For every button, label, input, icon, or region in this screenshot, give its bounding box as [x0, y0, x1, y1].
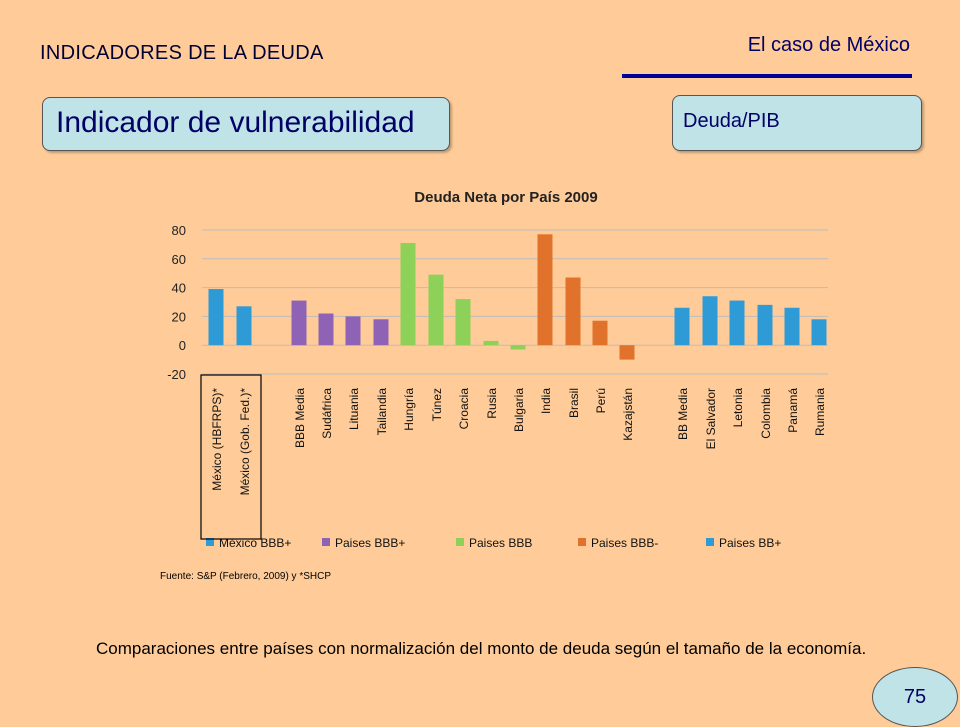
- x-tick-label: Kazajstán: [621, 388, 635, 441]
- chart-bars: [208, 234, 827, 360]
- legend-label: Paises BBB: [469, 536, 532, 550]
- bar: [592, 320, 608, 346]
- ratio-label: Deuda/PIB: [683, 110, 780, 132]
- mexico-highlight-box: [200, 374, 262, 540]
- indicator-label: Indicador de vulnerabilidad: [56, 106, 415, 139]
- legend-label: Paises BBB-: [591, 536, 658, 550]
- bar: [455, 299, 471, 346]
- source-note: Fuente: S&P (Febrero, 2009) y *SHCP: [160, 571, 332, 582]
- legend-swatch: [206, 538, 214, 546]
- x-tick-label: India: [539, 388, 553, 414]
- x-tick-label: BB Media: [676, 388, 690, 440]
- bar: [619, 345, 635, 360]
- header-title: INDICADORES DE LA DEUDA: [40, 42, 324, 64]
- x-tick-label: Panamá: [786, 388, 800, 433]
- x-tick-label: Sudáfrica: [320, 388, 334, 439]
- y-axis-ticks: 80 60 40 20 0 -20: [167, 223, 186, 382]
- legend-label: Paises BBB+: [335, 536, 405, 550]
- bar: [483, 340, 499, 346]
- bar: [674, 307, 690, 346]
- legend-swatch: [456, 538, 464, 546]
- header-case: El caso de México: [747, 34, 910, 56]
- debt-chart: 80 60 40 20 0 -20 México (HBFRPS)* México (Gob…: [167, 189, 828, 550]
- x-tick-label: Túnez: [430, 388, 444, 421]
- bar: [811, 319, 827, 346]
- x-tick-label: Colombia: [759, 388, 773, 439]
- y-tick-label: 40: [172, 281, 186, 296]
- y-tick-label: 60: [172, 252, 186, 267]
- legend-label: México BBB+: [219, 536, 291, 550]
- header-rule: [622, 74, 912, 78]
- x-tick-label: Brasil: [567, 388, 581, 418]
- x-tick-label: El Salvador: [704, 388, 718, 449]
- legend-swatch: [706, 538, 714, 546]
- x-tick-label: México (Gob. Fed.)*: [238, 388, 252, 496]
- x-tick-label: Lituania: [347, 388, 361, 430]
- x-tick-label: Rumania: [813, 388, 827, 436]
- bar: [345, 316, 361, 346]
- bar: [510, 345, 526, 350]
- y-tick-label: 80: [172, 223, 186, 238]
- legend-swatch: [322, 538, 330, 546]
- legend-swatch: [578, 538, 586, 546]
- page-number: 75: [872, 667, 958, 727]
- bar: [757, 304, 773, 346]
- x-tick-label: Croacia: [457, 388, 471, 430]
- bar: [537, 234, 553, 346]
- bar: [291, 300, 307, 346]
- description-text: Comparaciones entre países con normaliza…: [96, 639, 867, 658]
- bar: [565, 277, 581, 346]
- x-tick-label: Tailandia: [375, 388, 389, 436]
- chart-legend: México BBB+ Paises BBB+ Paises BBB Paises B…: [206, 536, 781, 550]
- bar: [236, 306, 252, 346]
- chart-title: Deuda Neta por País 2009: [414, 189, 597, 206]
- ratio-box: Deuda/PIB: [672, 95, 922, 151]
- x-tick-label: Rusia: [485, 388, 499, 419]
- x-tick-label: Perú: [594, 388, 608, 413]
- bar: [702, 296, 718, 346]
- x-tick-label: BBB Media: [293, 388, 307, 448]
- legend-label: Paises BB+: [719, 536, 781, 550]
- y-tick-label: 20: [172, 309, 186, 324]
- bar: [784, 307, 800, 346]
- indicator-box: Indicador de vulnerabilidad: [42, 97, 450, 151]
- y-tick-label: 0: [179, 338, 186, 353]
- bar: [318, 313, 334, 346]
- y-tick-label: -20: [167, 367, 186, 382]
- bar: [208, 289, 224, 346]
- x-tick-label: Letonia: [731, 388, 745, 428]
- x-tick-label: Hungría: [402, 388, 416, 431]
- bar: [400, 242, 416, 346]
- bar: [428, 274, 444, 346]
- x-axis-labels: México (HBFRPS)* México (Gob. Fed.)* BBB M…: [210, 388, 827, 496]
- x-tick-label: Bulgaria: [512, 388, 526, 432]
- x-tick-label: México (HBFRPS)*: [210, 388, 224, 491]
- bar: [729, 300, 745, 346]
- bar: [373, 319, 389, 346]
